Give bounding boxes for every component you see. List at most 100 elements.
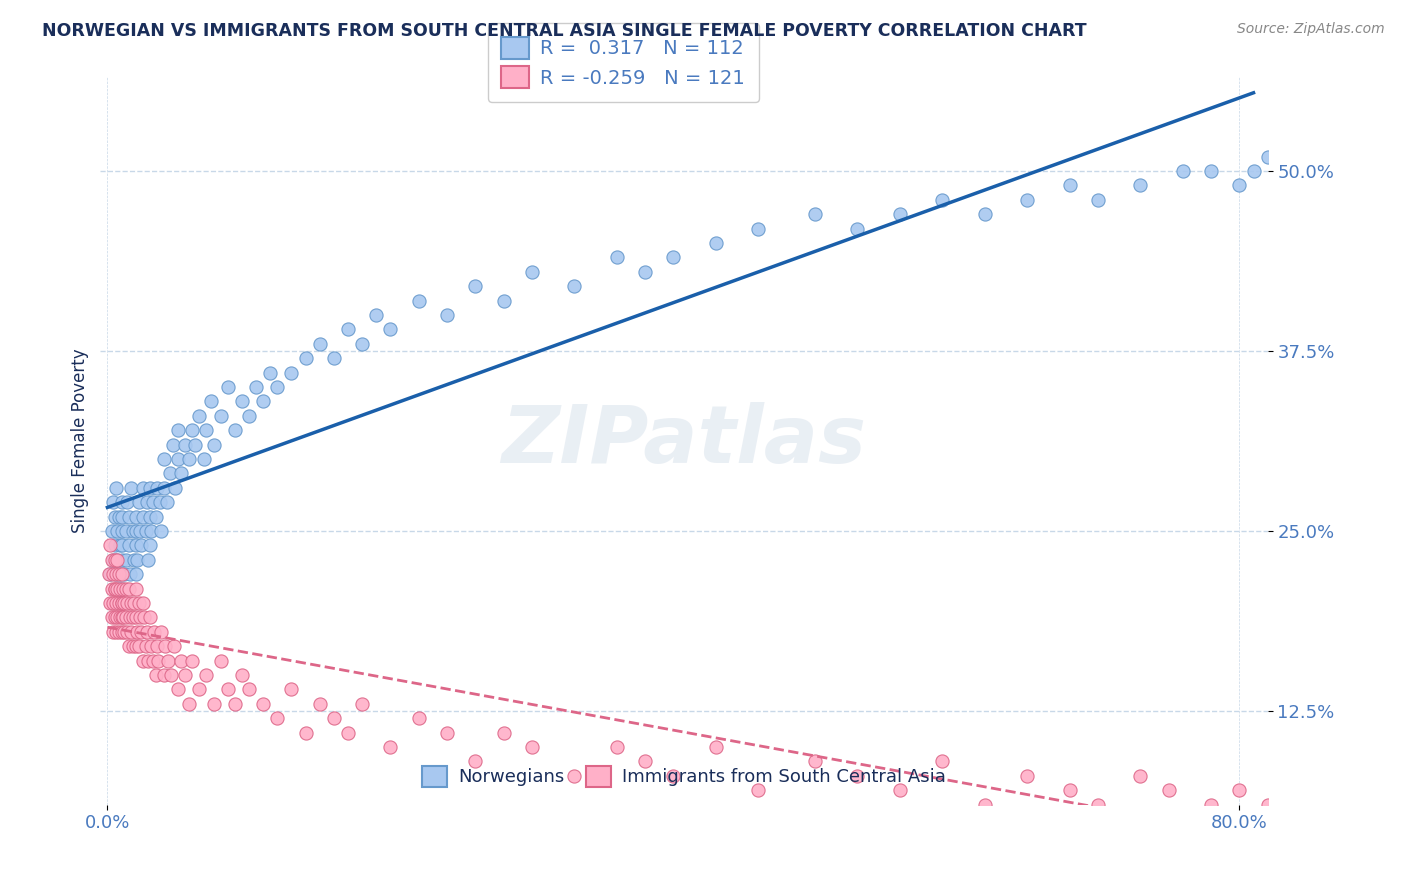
Point [139, 509, 162, 524]
Point [149, 495, 172, 509]
Point [188, 409, 211, 423]
Point [125, 582, 148, 596]
Point [308, 336, 330, 351]
Point [100, 610, 122, 624]
Point [238, 682, 260, 697]
Point [804, 207, 827, 221]
Point [128, 495, 150, 509]
Point [352, 336, 374, 351]
Point [436, 725, 458, 739]
Point [98, 596, 121, 610]
Point [110, 596, 132, 610]
Point [193, 452, 215, 467]
Point [181, 423, 204, 437]
Point [105, 610, 128, 624]
Point [108, 582, 131, 596]
Point [1227, 783, 1250, 797]
Point [1017, 193, 1039, 207]
Point [125, 610, 148, 624]
Point [520, 740, 543, 755]
Point [520, 265, 543, 279]
Point [139, 610, 162, 624]
Point [1257, 797, 1279, 812]
Point [336, 725, 359, 739]
Point [107, 567, 129, 582]
Point [170, 654, 193, 668]
Point [1059, 783, 1081, 797]
Point [155, 640, 177, 654]
Point [464, 755, 486, 769]
Point [104, 481, 127, 495]
Point [294, 725, 316, 739]
Point [931, 193, 953, 207]
Point [231, 668, 253, 682]
Point [252, 394, 274, 409]
Point [148, 654, 170, 668]
Point [366, 308, 388, 322]
Point [131, 539, 153, 553]
Point [662, 251, 685, 265]
Point [112, 567, 135, 582]
Point [103, 610, 125, 624]
Point [110, 495, 132, 509]
Point [103, 582, 125, 596]
Point [804, 755, 827, 769]
Point [153, 452, 176, 467]
Point [141, 640, 163, 654]
Y-axis label: Single Female Poverty: Single Female Poverty [72, 349, 89, 533]
Point [436, 308, 458, 322]
Point [747, 783, 769, 797]
Point [224, 423, 246, 437]
Point [153, 668, 176, 682]
Point [125, 539, 148, 553]
Point [110, 524, 132, 538]
Point [380, 740, 402, 755]
Point [973, 207, 995, 221]
Point [134, 610, 156, 624]
Point [114, 582, 136, 596]
Point [704, 235, 727, 250]
Point [145, 668, 167, 682]
Point [889, 783, 911, 797]
Point [112, 596, 135, 610]
Point [110, 509, 132, 524]
Point [252, 697, 274, 711]
Point [101, 567, 124, 582]
Point [1059, 178, 1081, 193]
Point [135, 524, 157, 538]
Point [464, 279, 486, 293]
Point [124, 596, 146, 610]
Point [562, 769, 585, 783]
Point [634, 755, 657, 769]
Point [322, 711, 344, 725]
Point [122, 524, 145, 538]
Point [138, 553, 160, 567]
Point [118, 582, 141, 596]
Point [115, 495, 138, 509]
Point [747, 221, 769, 235]
Point [159, 467, 181, 481]
Point [146, 481, 169, 495]
Point [266, 711, 288, 725]
Point [352, 697, 374, 711]
Point [259, 366, 281, 380]
Point [153, 481, 176, 495]
Legend: Norwegians, Immigrants from South Central Asia: Norwegians, Immigrants from South Centra… [413, 756, 955, 796]
Point [136, 624, 159, 639]
Point [209, 654, 232, 668]
Point [889, 207, 911, 221]
Point [165, 481, 187, 495]
Point [1243, 164, 1265, 178]
Point [108, 539, 131, 553]
Point [662, 769, 685, 783]
Point [142, 495, 165, 509]
Point [1157, 783, 1180, 797]
Point [142, 654, 165, 668]
Point [111, 582, 134, 596]
Point [184, 437, 207, 451]
Point [179, 452, 201, 467]
Point [103, 539, 125, 553]
Point [846, 221, 869, 235]
Point [120, 567, 142, 582]
Point [124, 553, 146, 567]
